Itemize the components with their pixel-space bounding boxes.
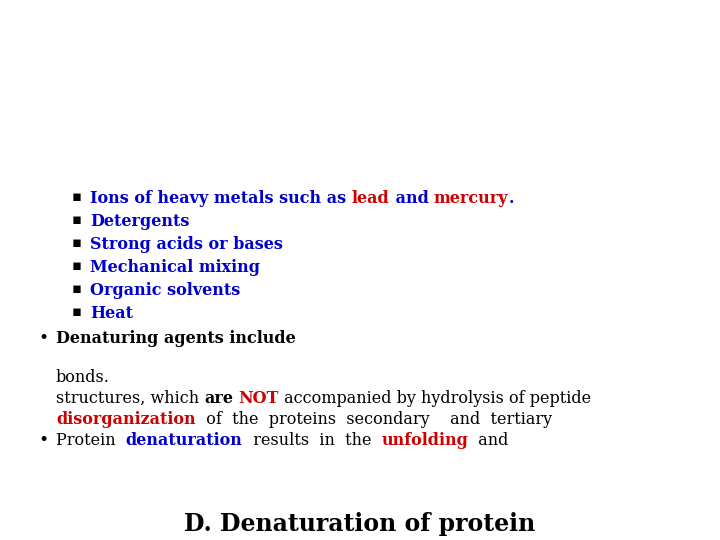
Text: disorganization: disorganization — [56, 411, 196, 428]
Text: Detergents: Detergents — [90, 213, 189, 230]
Text: Ions of heavy metals such as: Ions of heavy metals such as — [90, 190, 352, 207]
Text: Heat: Heat — [90, 305, 133, 322]
Text: are: are — [204, 390, 233, 407]
Text: denaturation: denaturation — [126, 432, 243, 449]
Text: ▪: ▪ — [72, 305, 82, 319]
Text: Denaturing agents include: Denaturing agents include — [56, 330, 296, 347]
Text: NOT: NOT — [238, 390, 279, 407]
Text: Organic solvents: Organic solvents — [90, 282, 240, 299]
Text: accompanied by hydrolysis of peptide: accompanied by hydrolysis of peptide — [279, 390, 591, 407]
Text: bonds.: bonds. — [56, 369, 110, 386]
Text: of  the  proteins  secondary    and  tertiary: of the proteins secondary and tertiary — [196, 411, 552, 428]
Text: structures, which: structures, which — [56, 390, 204, 407]
Text: Mechanical mixing: Mechanical mixing — [90, 259, 260, 276]
Text: Protein: Protein — [56, 432, 126, 449]
Text: Strong acids or bases: Strong acids or bases — [90, 236, 283, 253]
Text: results  in  the: results in the — [243, 432, 382, 449]
Text: D. Denaturation of protein: D. Denaturation of protein — [184, 512, 536, 536]
Text: .: . — [508, 190, 514, 207]
Text: ▪: ▪ — [72, 213, 82, 227]
Text: and: and — [390, 190, 434, 207]
Text: ▪: ▪ — [72, 282, 82, 296]
Text: lead: lead — [352, 190, 390, 207]
Text: unfolding: unfolding — [382, 432, 469, 449]
Text: •: • — [38, 432, 48, 449]
Text: •: • — [38, 330, 48, 347]
Text: ▪: ▪ — [72, 259, 82, 273]
Text: ▪: ▪ — [72, 190, 82, 204]
Text: mercury: mercury — [434, 190, 508, 207]
Text: ▪: ▪ — [72, 236, 82, 250]
Text: and: and — [469, 432, 509, 449]
